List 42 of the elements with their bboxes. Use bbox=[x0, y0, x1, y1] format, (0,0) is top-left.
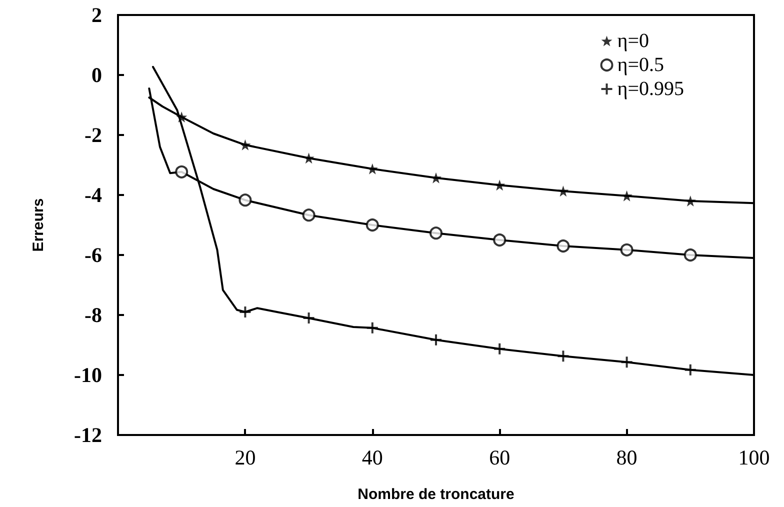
legend-label: η=0.5 bbox=[617, 54, 664, 76]
point bbox=[366, 218, 379, 232]
point bbox=[240, 139, 251, 150]
y-axis-title: Erreurs bbox=[30, 198, 47, 252]
y-tick-label: 0 bbox=[92, 63, 102, 87]
point bbox=[493, 342, 506, 356]
x-tick-label: 60 bbox=[489, 446, 510, 470]
point bbox=[620, 356, 634, 369]
point bbox=[176, 112, 188, 122]
point bbox=[558, 186, 569, 197]
point bbox=[430, 172, 442, 184]
point bbox=[366, 321, 379, 334]
x-tick-label: 80 bbox=[616, 446, 638, 470]
y-tick-label: -8 bbox=[84, 303, 102, 327]
point bbox=[556, 240, 570, 252]
x-tick-label: 40 bbox=[362, 446, 383, 470]
point bbox=[620, 243, 634, 256]
y-tick-label: -4 bbox=[84, 183, 102, 207]
point bbox=[494, 180, 506, 191]
point bbox=[556, 350, 570, 363]
point bbox=[302, 312, 316, 324]
point bbox=[684, 363, 697, 376]
y-tick-label: -6 bbox=[84, 243, 102, 267]
x-tick-label: 20 bbox=[234, 446, 256, 470]
point bbox=[175, 165, 188, 178]
x-tick-label: 100 bbox=[738, 446, 770, 470]
x-axis-title: Nombre de troncature bbox=[358, 486, 514, 503]
y-tick-label: -10 bbox=[74, 363, 102, 387]
point bbox=[684, 196, 696, 206]
y-tick-label: -12 bbox=[74, 423, 102, 447]
point bbox=[430, 333, 442, 346]
point bbox=[493, 234, 506, 246]
point bbox=[302, 208, 316, 222]
legend-label: η=0.995 bbox=[617, 78, 684, 100]
point bbox=[684, 248, 697, 262]
point bbox=[238, 194, 252, 207]
y-tick-label: -2 bbox=[84, 123, 102, 147]
y-tick-label: 2 bbox=[92, 3, 102, 27]
legend-label: η=0 bbox=[617, 30, 650, 52]
point bbox=[430, 226, 442, 240]
point bbox=[621, 190, 632, 202]
point bbox=[238, 306, 252, 318]
